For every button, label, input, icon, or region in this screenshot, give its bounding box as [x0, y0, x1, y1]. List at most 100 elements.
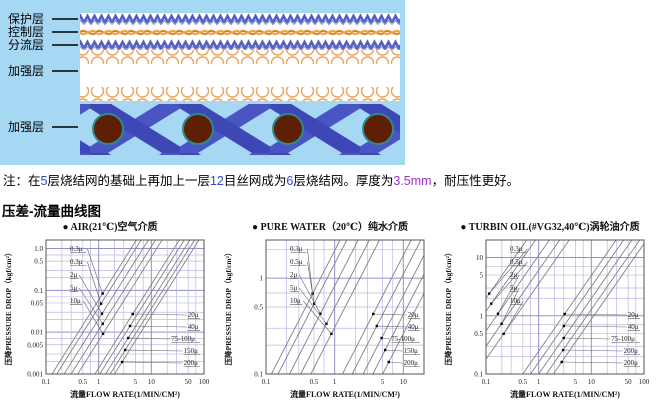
- callout-line: [381, 337, 391, 340]
- x-tick-label: 50: [625, 378, 633, 386]
- x-tick-label: 5: [574, 378, 578, 386]
- x-tick-label: 50: [185, 378, 193, 386]
- series-line: [351, 240, 422, 374]
- layer-label: 分流层: [8, 38, 44, 52]
- series-label: 0.3μ: [70, 258, 83, 266]
- charts-row: ● AIR(21℃)空气介质 0.3μ 0.3μ 2μ 5μ 10μ 20μ 40μ 75-1…: [0, 221, 660, 412]
- y-tick-label: 1: [260, 275, 264, 283]
- marker-dot: [502, 332, 505, 335]
- marker-dot: [330, 332, 333, 335]
- x-tick-label: 0.1: [262, 378, 271, 386]
- x-tick-label: 1: [537, 378, 541, 386]
- y-tick-label: 0.1: [474, 371, 483, 379]
- plot-border: [485, 239, 645, 375]
- series-label: 75-100μ: [611, 335, 635, 343]
- x-tick-label: 10: [400, 378, 408, 386]
- series-line: [77, 240, 163, 374]
- callout-line: [83, 300, 104, 334]
- x-tick-label: 0.5: [518, 378, 527, 386]
- series-line: [271, 240, 341, 374]
- series-label: 75-100μ: [391, 335, 415, 343]
- series-label: 200μ: [624, 359, 639, 367]
- series-label: 40μ: [188, 323, 199, 331]
- series-line: [530, 240, 624, 374]
- callout-line: [376, 325, 407, 328]
- control-layer-band: [80, 26, 400, 39]
- series-label: 2μ: [510, 271, 518, 279]
- series-label: 40μ: [628, 323, 639, 331]
- marker-dot: [380, 336, 383, 340]
- series-label: 0.3μ: [70, 245, 83, 253]
- marker-dot: [561, 348, 565, 352]
- series-line: [486, 240, 560, 347]
- series-label: 200μ: [624, 347, 639, 355]
- series-line: [99, 240, 185, 374]
- callout-line: [497, 274, 520, 314]
- marker-dot: [120, 360, 124, 364]
- note-segment: 5: [40, 174, 48, 188]
- callout-line: [490, 261, 528, 304]
- support-layer-loops-top: [80, 50, 400, 64]
- x-axis-label: 流量FLOW RATE(1/MIN/CM²): [510, 389, 620, 399]
- marker-dot: [101, 292, 104, 295]
- callout-line: [501, 287, 520, 324]
- chart-title: ● TURBIN OIL(#VG32,40℃)涡轮油介质: [460, 222, 640, 233]
- callout-line: [122, 361, 183, 364]
- marker-dot: [101, 332, 105, 335]
- x-tick-label: 10: [148, 378, 156, 386]
- x-tick-label: 100: [639, 378, 650, 386]
- note-segment: 层烧结网的基础上再加上一层: [47, 174, 210, 188]
- y-axis-label: 压降PRESSURE DROP（kgf/cm²）: [443, 249, 453, 366]
- callout-line: [78, 287, 104, 324]
- marker-dot: [387, 360, 391, 364]
- plot-border: [265, 239, 425, 375]
- marker-dot: [131, 312, 134, 316]
- chart-air: ● AIR(21℃)空气介质 0.3μ 0.3μ 2μ 5μ 10μ 20μ 40μ 75-1…: [0, 221, 220, 412]
- series-line: [289, 240, 359, 374]
- y-tick-label: 0.1: [254, 371, 263, 379]
- series-line: [538, 240, 633, 374]
- series-label: 5μ: [70, 284, 78, 292]
- callout-line: [388, 361, 403, 364]
- marker-dot: [101, 322, 104, 325]
- callout-line: [489, 248, 528, 294]
- callout-line: [563, 337, 611, 340]
- y-tick-label: 0.005: [27, 341, 43, 349]
- series-label: 0.3μ: [510, 245, 523, 253]
- series-line: [486, 240, 527, 299]
- series-line: [109, 240, 195, 374]
- y-tick-label: 0.001: [27, 371, 43, 379]
- protect-layer-band: [80, 13, 400, 26]
- note-segment: 3.5mm: [393, 174, 432, 188]
- series-line: [486, 240, 550, 332]
- callout-line: [78, 274, 103, 314]
- series-line: [300, 240, 370, 374]
- series-line: [105, 240, 191, 374]
- series-line: [552, 242, 644, 374]
- marker-dot: [325, 322, 328, 325]
- marker-dot: [100, 312, 104, 315]
- series-label: 5μ: [510, 284, 518, 292]
- note-segment: 注：在: [3, 174, 41, 188]
- marker-dot: [562, 324, 566, 328]
- marker-dot: [319, 312, 322, 315]
- marker-dot: [488, 292, 491, 295]
- callout-line: [298, 274, 321, 314]
- wire-cross-section: [362, 113, 394, 145]
- series-label: 10μ: [70, 297, 81, 305]
- series-line: [522, 240, 617, 374]
- marker-dot: [490, 302, 493, 305]
- chart-water: ● PURE WATER（20℃）纯水介质 0.3μ 0.5μ 2μ 5μ 10μ 20μ…: [220, 221, 440, 412]
- x-axis-label: 流量FLOW RATE(1/MIN/CM²): [70, 389, 180, 399]
- series-label: 150μ: [404, 347, 419, 355]
- support-layer-loops-bottom: [80, 87, 400, 101]
- x-tick-label: 1: [333, 378, 337, 386]
- x-tick-label: 1: [97, 378, 101, 386]
- callout-line: [303, 300, 332, 334]
- layer-label: 加强层: [8, 120, 44, 134]
- chart-title: ● AIR(21℃)空气介质: [62, 222, 158, 233]
- series-label: 0.3μ: [290, 245, 303, 253]
- marker-dot: [312, 302, 316, 305]
- y-tick-label: 1.0: [34, 245, 43, 253]
